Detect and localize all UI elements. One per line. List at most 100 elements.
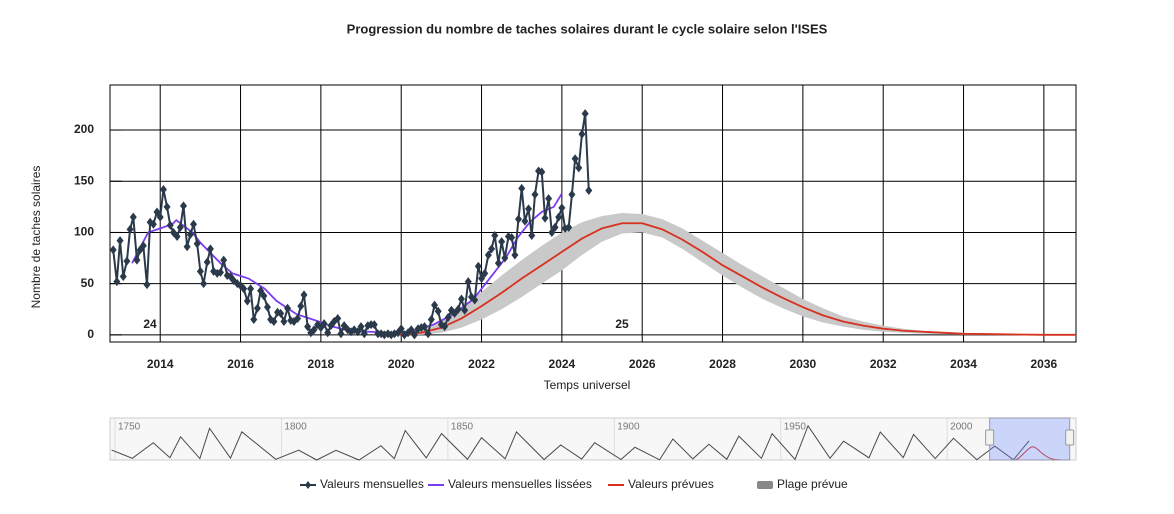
data-point: [324, 328, 332, 338]
data-point: [193, 239, 201, 249]
data-point: [518, 183, 526, 193]
data-point: [250, 314, 258, 324]
data-point: [491, 231, 499, 241]
data-point: [498, 237, 506, 247]
data-point: [484, 250, 492, 260]
y-tick-label: 100: [74, 225, 94, 239]
x-tick-label: 2022: [468, 357, 495, 371]
x-tick-label: 2018: [308, 357, 335, 371]
data-point: [548, 227, 556, 237]
data-point: [334, 313, 342, 323]
data-point: [551, 222, 559, 232]
data-point: [360, 329, 368, 339]
data-point: [173, 232, 181, 242]
data-point: [545, 194, 553, 204]
data-point: [203, 257, 211, 267]
data-point: [243, 296, 251, 306]
data-point: [471, 295, 479, 305]
data-point: [531, 190, 539, 200]
navigator-selection: [989, 417, 1071, 461]
data-point: [183, 242, 191, 252]
data-point: [528, 231, 536, 241]
legend-item[interactable]: Plage prévue: [757, 477, 848, 491]
navigator-tick-label: 1850: [451, 422, 474, 433]
data-point: [421, 322, 429, 332]
y-tick-label: 0: [87, 327, 94, 341]
cycle-label: 25: [615, 317, 629, 331]
data-point: [461, 305, 469, 315]
data-point: [434, 306, 442, 316]
data-point: [464, 277, 472, 287]
data-point: [424, 329, 432, 339]
data-point: [247, 284, 255, 294]
data-point: [575, 163, 583, 173]
data-point: [457, 294, 465, 304]
data-point: [370, 320, 378, 330]
x-tick-label: 2026: [629, 357, 656, 371]
navigator-tick-label: 2000: [950, 422, 973, 433]
data-point: [454, 304, 462, 314]
legend-label: Plage prévue: [777, 477, 848, 491]
data-point: [578, 129, 586, 139]
data-point: [119, 271, 127, 281]
navigator-tick-label: 1800: [284, 422, 307, 433]
data-point: [525, 204, 533, 214]
data-point: [478, 274, 486, 284]
data-point: [196, 266, 204, 276]
data-point: [501, 253, 509, 263]
data-point: [240, 284, 248, 294]
data-point: [123, 256, 131, 266]
data-point: [260, 291, 268, 301]
data-point: [397, 324, 405, 334]
chart-title: Progression du nombre de taches solaires…: [347, 21, 828, 36]
data-point: [410, 330, 418, 340]
data-point: [139, 241, 147, 251]
data-point: [521, 216, 529, 226]
navigator-handle[interactable]: [985, 429, 995, 446]
data-point: [320, 319, 328, 329]
data-point: [110, 245, 117, 255]
data-point: [200, 279, 208, 289]
x-axis-title: Temps universel: [544, 378, 631, 392]
data-point: [555, 212, 563, 222]
x-tick-label: 2036: [1031, 357, 1058, 371]
legend-item[interactable]: Valeurs prévues: [608, 477, 714, 491]
y-tick-label: 200: [74, 122, 94, 136]
data-point: [431, 300, 439, 310]
navigator-tick-label: 1950: [784, 422, 807, 433]
data-point: [284, 303, 292, 313]
legend-item[interactable]: Valeurs mensuelles: [300, 477, 424, 491]
data-point: [263, 302, 271, 312]
y-tick-label: 50: [81, 276, 95, 290]
data-point: [153, 207, 161, 217]
cycle-label: 24: [143, 317, 157, 331]
navigator-tick-label: 1750: [118, 422, 141, 433]
data-point: [565, 222, 573, 232]
legend-item[interactable]: Valeurs mensuelles lissées: [428, 477, 592, 491]
data-point: [190, 219, 198, 229]
x-tick-label: 2024: [549, 357, 576, 371]
data-point: [568, 190, 576, 200]
data-point: [180, 201, 188, 211]
data-point: [514, 214, 522, 224]
data-point: [538, 167, 546, 177]
data-point: [357, 322, 365, 332]
navigator-handle[interactable]: [1065, 429, 1075, 446]
navigator-frame: [109, 417, 1077, 461]
data-point: [427, 314, 435, 324]
data-point: [354, 327, 362, 337]
legend-marker: [305, 481, 311, 489]
data-point: [310, 325, 318, 335]
x-tick-label: 2034: [950, 357, 977, 371]
data-point: [176, 222, 184, 232]
data-point: [558, 203, 566, 213]
x-tick-label: 2030: [790, 357, 817, 371]
data-point: [216, 267, 224, 277]
x-tick-label: 2032: [870, 357, 897, 371]
data-point: [143, 280, 151, 290]
plot-area: [109, 84, 1077, 343]
data-point: [156, 212, 164, 222]
data-point: [113, 277, 121, 287]
navigator-tick-label: 1900: [617, 422, 640, 433]
data-point: [481, 268, 489, 278]
